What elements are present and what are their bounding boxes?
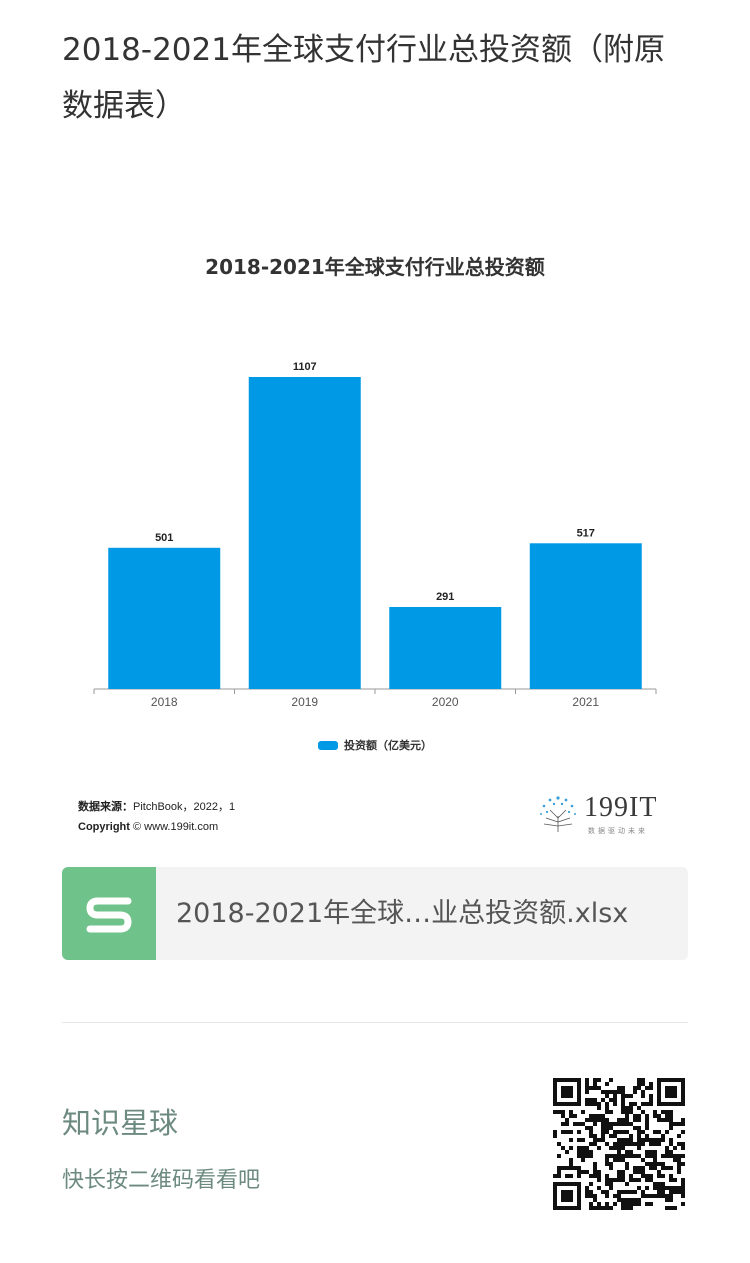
source-label: 数据来源：: [78, 801, 133, 813]
copyright-value: © www.199it.com: [133, 821, 219, 833]
bar-2019: [248, 377, 361, 689]
x-tick-2020: 2020: [432, 695, 459, 709]
chart-title: 2018-2021年全球支付行业总投资额: [205, 255, 545, 279]
divider: [62, 1022, 688, 1023]
chart-plot: 2018-2021年全球支付行业总投资额 501 2018 1107 2019 291 20…: [93, 255, 657, 709]
data-label-2021: 517: [577, 527, 595, 539]
spreadsheet-s-icon: [62, 867, 156, 960]
page-title: 2018-2021年全球支付行业总投资额（附原数据表）: [62, 32, 665, 124]
brand-tagline: 数据驱动未来: [588, 827, 648, 835]
file-name: 2018-2021年全球…业总投资额.xlsx: [176, 898, 629, 929]
brand-logo: 199IT 数据驱动未来: [536, 792, 676, 838]
qr-code[interactable]: [553, 1078, 685, 1210]
legend-label: 投资额（亿美元）: [344, 739, 432, 752]
copyright-label: Copyright: [78, 821, 130, 833]
brand-name: 199IT: [584, 792, 658, 823]
chart-source: 数据来源：PitchBook，2022，1 Copyright © www.19…: [78, 797, 235, 837]
data-label-2019: 1107: [293, 361, 317, 373]
bar-2018: [108, 547, 221, 689]
dandelion-logo-icon: [540, 796, 576, 832]
attachment-file-card[interactable]: 2018-2021年全球…业总投资额.xlsx: [62, 867, 688, 960]
source-value: PitchBook，2022，1: [133, 801, 236, 813]
bar-chart: 2018-2021年全球支付行业总投资额 501 2018 1107 2019 291 20…: [62, 232, 688, 852]
x-tick-2021: 2021: [572, 695, 599, 709]
x-tick-2019: 2019: [291, 695, 318, 709]
data-label-2020: 291: [436, 591, 454, 603]
bar-2020: [389, 606, 502, 689]
bar-2021: [529, 543, 642, 689]
x-tick-2018: 2018: [151, 695, 178, 709]
legend-swatch: [318, 740, 338, 750]
knowledge-planet-heading: 知识星球: [62, 1106, 179, 1140]
chart-legend: 投资额（亿美元）: [62, 737, 688, 753]
qr-instruction: 快长按二维码看看吧: [62, 1168, 261, 1193]
data-label-2018: 501: [155, 532, 173, 544]
